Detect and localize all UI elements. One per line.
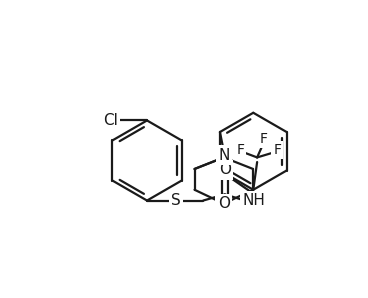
Text: Cl: Cl [103, 113, 118, 128]
Text: F: F [273, 143, 281, 157]
Text: S: S [171, 193, 181, 208]
Text: O: O [219, 162, 231, 177]
Text: F: F [236, 143, 244, 157]
Text: NH: NH [243, 193, 265, 208]
Text: N: N [218, 148, 230, 163]
Text: F: F [259, 132, 267, 146]
Text: O: O [218, 196, 230, 211]
